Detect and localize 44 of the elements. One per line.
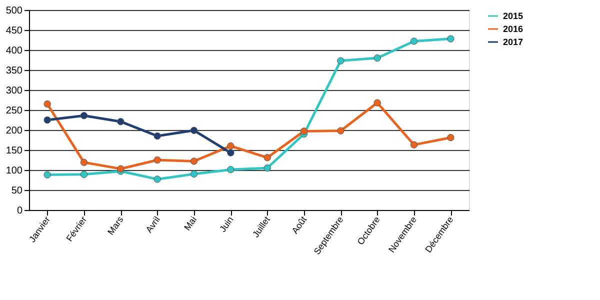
y-tick-label: 150	[6, 146, 23, 156]
y-tick-label: 0	[16, 206, 23, 216]
point	[337, 57, 344, 64]
y-tick-label: 300	[6, 86, 23, 96]
point	[190, 126, 198, 134]
x-tick-label: Juin	[218, 214, 236, 234]
point	[44, 171, 51, 178]
y-tick-label: 350	[6, 66, 23, 76]
y-tick-label: 50	[11, 186, 23, 196]
y-tick-label: 250	[6, 106, 23, 116]
y-tick-label: 200	[6, 126, 23, 136]
y-tick-label: 450	[6, 26, 23, 36]
point	[227, 166, 234, 174]
point	[410, 141, 418, 148]
point	[117, 165, 124, 172]
point	[154, 176, 161, 183]
point	[117, 118, 124, 126]
point	[44, 100, 51, 108]
x-tick-label: Mai	[182, 214, 199, 232]
y-tick-label: 400	[6, 46, 23, 56]
point	[154, 156, 161, 164]
point	[447, 35, 454, 42]
point	[44, 116, 51, 124]
point	[374, 99, 381, 106]
point	[227, 149, 234, 156]
point	[154, 132, 161, 140]
legend-label: 2015	[503, 11, 524, 21]
point	[300, 128, 308, 135]
point	[337, 127, 344, 134]
legend-label: 2016	[503, 24, 524, 34]
point	[190, 158, 198, 165]
y-tick-label: 500	[6, 6, 23, 16]
y-tick-label: 100	[6, 166, 23, 176]
point	[190, 170, 198, 178]
point	[447, 134, 454, 142]
point	[410, 38, 418, 45]
legend-label: 2017	[503, 37, 524, 47]
point	[264, 154, 271, 162]
point	[80, 170, 88, 178]
point	[80, 112, 88, 120]
point	[374, 54, 381, 62]
point	[80, 158, 88, 166]
point	[264, 164, 271, 172]
point	[227, 142, 234, 150]
